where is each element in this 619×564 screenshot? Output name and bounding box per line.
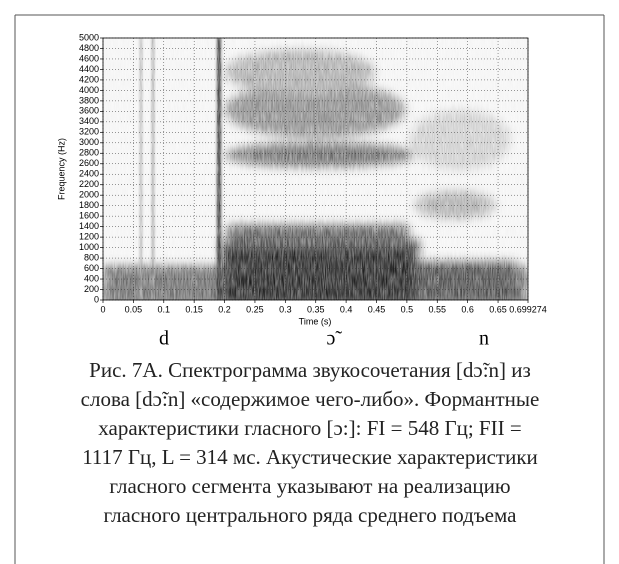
y-tick-label: 4800 — [79, 43, 99, 53]
caption: Рис. 7А. Спектрограмма звукосочетания [d… — [81, 358, 540, 527]
caption-line: 1117 Гц, L = 314 мс. Акустические характ… — [82, 445, 538, 469]
x-tick-label: 0.4 — [340, 304, 353, 314]
x-tick-label: 0.5 — [401, 304, 414, 314]
y-tick-label: 600 — [84, 263, 99, 273]
x-tick-label: 0.45 — [368, 304, 386, 314]
spectrogram-texture — [103, 38, 528, 300]
axes: 0200400600800100012001400160018002000220… — [79, 32, 547, 314]
caption-line: Рис. 7А. Спектрограмма звукосочетания [d… — [89, 358, 531, 382]
y-tick-label: 4600 — [79, 53, 99, 63]
y-tick-label: 1200 — [79, 231, 99, 241]
y-tick-label: 1800 — [79, 200, 99, 210]
y-tick-label: 0 — [94, 294, 99, 304]
caption-line: слова [dɔ̃:n] «содержимое чего-либо». Фо… — [81, 387, 540, 411]
segment-label: n — [479, 328, 489, 350]
x-tick-label: 0.25 — [246, 304, 264, 314]
x-tick-label: 0.55 — [429, 304, 447, 314]
y-tick-label: 800 — [84, 252, 99, 262]
segment-label: d — [159, 328, 169, 350]
y-tick-label: 4000 — [79, 85, 99, 95]
x-tick-label: 0.05 — [125, 304, 143, 314]
x-tick-label: 0.699274 — [509, 304, 547, 314]
x-tick-label: 0.15 — [185, 304, 203, 314]
x-tick-label: 0.3 — [279, 304, 292, 314]
spectrogram-image — [103, 38, 528, 300]
x-axis-label: Time (s) — [299, 316, 332, 326]
segment-label: ɔ̃ — [327, 328, 343, 350]
caption-line: гласного сегмента указывают на реализаци… — [109, 474, 510, 498]
y-tick-label: 1600 — [79, 211, 99, 221]
y-tick-label: 2400 — [79, 169, 99, 179]
plot-border — [102, 37, 529, 301]
y-tick-label: 4200 — [79, 74, 99, 84]
y-axis-label: Frequency (Hz) — [56, 138, 66, 200]
x-tick-label: 0.65 — [489, 304, 507, 314]
y-tick-label: 2600 — [79, 158, 99, 168]
y-tick-label: 4400 — [79, 64, 99, 74]
x-tick-label: 0.2 — [218, 304, 231, 314]
y-tick-label: 3600 — [79, 106, 99, 116]
x-tick-label: 0.35 — [307, 304, 325, 314]
y-tick-label: 1000 — [79, 242, 99, 252]
caption-line: характеристики гласного [ɔ:]: FI = 548 Г… — [98, 416, 521, 440]
y-tick-label: 2200 — [79, 179, 99, 189]
x-tick-label: 0 — [100, 304, 105, 314]
y-tick-label: 2000 — [79, 190, 99, 200]
x-tick-label: 0.6 — [461, 304, 474, 314]
y-tick-label: 2800 — [79, 148, 99, 158]
y-tick-label: 3800 — [79, 95, 99, 105]
y-tick-label: 1400 — [79, 221, 99, 231]
y-tick-label: 5000 — [79, 32, 99, 42]
y-tick-label: 3200 — [79, 127, 99, 137]
x-tick-label: 0.1 — [158, 304, 171, 314]
y-tick-label: 3400 — [79, 116, 99, 126]
y-tick-label: 200 — [84, 284, 99, 294]
y-tick-label: 400 — [84, 273, 99, 283]
y-tick-label: 3000 — [79, 137, 99, 147]
caption-line: гласного центрального ряда среднего подъ… — [104, 503, 518, 527]
